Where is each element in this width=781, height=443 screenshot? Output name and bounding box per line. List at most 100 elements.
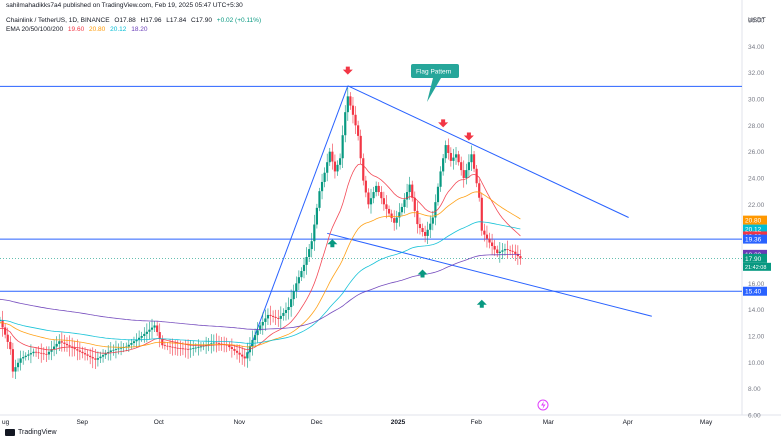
candle-body (300, 271, 303, 278)
candle-body (47, 351, 51, 355)
candle-body (398, 212, 401, 218)
candle-body (511, 250, 514, 252)
candle-body (498, 251, 501, 254)
candle-body (467, 162, 471, 171)
price-tag-label: 20.80 (745, 218, 762, 225)
candle-body (37, 352, 40, 354)
y-tick-label: 34.00 (748, 44, 765, 51)
candle-body (264, 318, 267, 322)
price-tag-label: 20.12 (745, 227, 762, 234)
candle-body (19, 358, 22, 363)
tradingview-logo: TradingView (5, 429, 57, 436)
flag-trendline (327, 232, 652, 317)
candle-body (117, 348, 120, 350)
candle-body (233, 348, 236, 351)
candle-body (50, 349, 53, 352)
price-tag (743, 253, 767, 263)
candle-body (24, 355, 27, 358)
candle-body (143, 333, 146, 336)
candle-body (336, 164, 339, 172)
y-tick-label: 16.00 (748, 281, 765, 288)
candle-body (194, 347, 197, 349)
candle-body (199, 346, 203, 348)
candle-body (277, 317, 280, 319)
candle-body (465, 170, 468, 178)
candle-body (444, 145, 447, 159)
candle-body (27, 354, 30, 356)
candle-body (271, 315, 275, 317)
price-tag-label: 17.90 (745, 256, 762, 263)
y-tick-label: 36.00 (748, 18, 765, 25)
candle-body (269, 314, 272, 316)
candle-body (274, 316, 277, 318)
candle-body (284, 309, 288, 313)
candle-body (460, 162, 463, 171)
y-tick-label: 26.00 (748, 149, 765, 156)
ohlc-open: O17.88 (114, 17, 136, 24)
candle-body (400, 206, 404, 213)
candle-body (472, 154, 476, 169)
price-tag (743, 224, 767, 234)
candle-body (485, 234, 489, 239)
candle-body (99, 356, 102, 359)
candle-body (483, 230, 486, 235)
candle-body (140, 336, 143, 338)
candle-body (112, 349, 115, 351)
candle-body (176, 347, 179, 349)
candle-body (442, 158, 445, 172)
lightning-icon (537, 399, 549, 411)
candle-body (246, 352, 249, 359)
candle-body (372, 192, 375, 199)
candle-body (416, 210, 419, 225)
x-tick-label: May (700, 419, 713, 426)
arrow-down-icon (463, 132, 474, 141)
currency-label: USDT (748, 17, 766, 24)
candle-body (395, 217, 398, 223)
candle-body (310, 241, 313, 250)
candle-body (431, 217, 434, 224)
publisher-caption: sahilmahadikks7a4 published on TradingVi… (6, 2, 243, 9)
candle-body (150, 327, 154, 330)
symbol-name: Chainlink / TetherUS, 1D, BINANCE (6, 17, 110, 24)
candle-body (184, 348, 187, 350)
candle-body (418, 224, 422, 229)
candle-body (429, 223, 432, 230)
candle-body (238, 352, 241, 355)
candle-body (496, 249, 499, 254)
x-tick-label: Oct (154, 419, 164, 426)
candle-body (130, 343, 133, 345)
candle-body (119, 347, 123, 349)
flag-trendline (246, 85, 349, 356)
candle-body (457, 154, 460, 163)
candle-body (215, 342, 218, 344)
candle-body (514, 251, 517, 254)
arrow-up-icon (417, 269, 428, 278)
ema50-line (0, 191, 521, 348)
candle-body (68, 345, 71, 347)
candle-body (341, 135, 344, 159)
candle-body (313, 224, 316, 242)
candle-body (408, 184, 411, 193)
candle-body (76, 349, 79, 351)
x-tick-label: Sep (76, 419, 88, 426)
candle-body (53, 346, 56, 350)
candle-body (367, 192, 370, 205)
candle-body (228, 345, 231, 348)
candle-body (308, 249, 311, 257)
candle-body (287, 307, 290, 310)
candle-body (349, 96, 352, 106)
candle-body (362, 158, 365, 181)
y-tick-label: 24.00 (748, 176, 765, 183)
ohlc-change: +0.02 (+0.11%) (216, 17, 262, 24)
ema100-line (0, 221, 521, 344)
candle-body (320, 181, 324, 192)
candle-body (323, 172, 326, 182)
candle-body (344, 112, 347, 136)
candle-body (104, 353, 107, 356)
tradingview-logo-icon (5, 429, 15, 436)
candle-body (197, 347, 200, 348)
candle-body (480, 197, 483, 231)
candle-body (426, 229, 429, 236)
candle-body (179, 348, 182, 349)
